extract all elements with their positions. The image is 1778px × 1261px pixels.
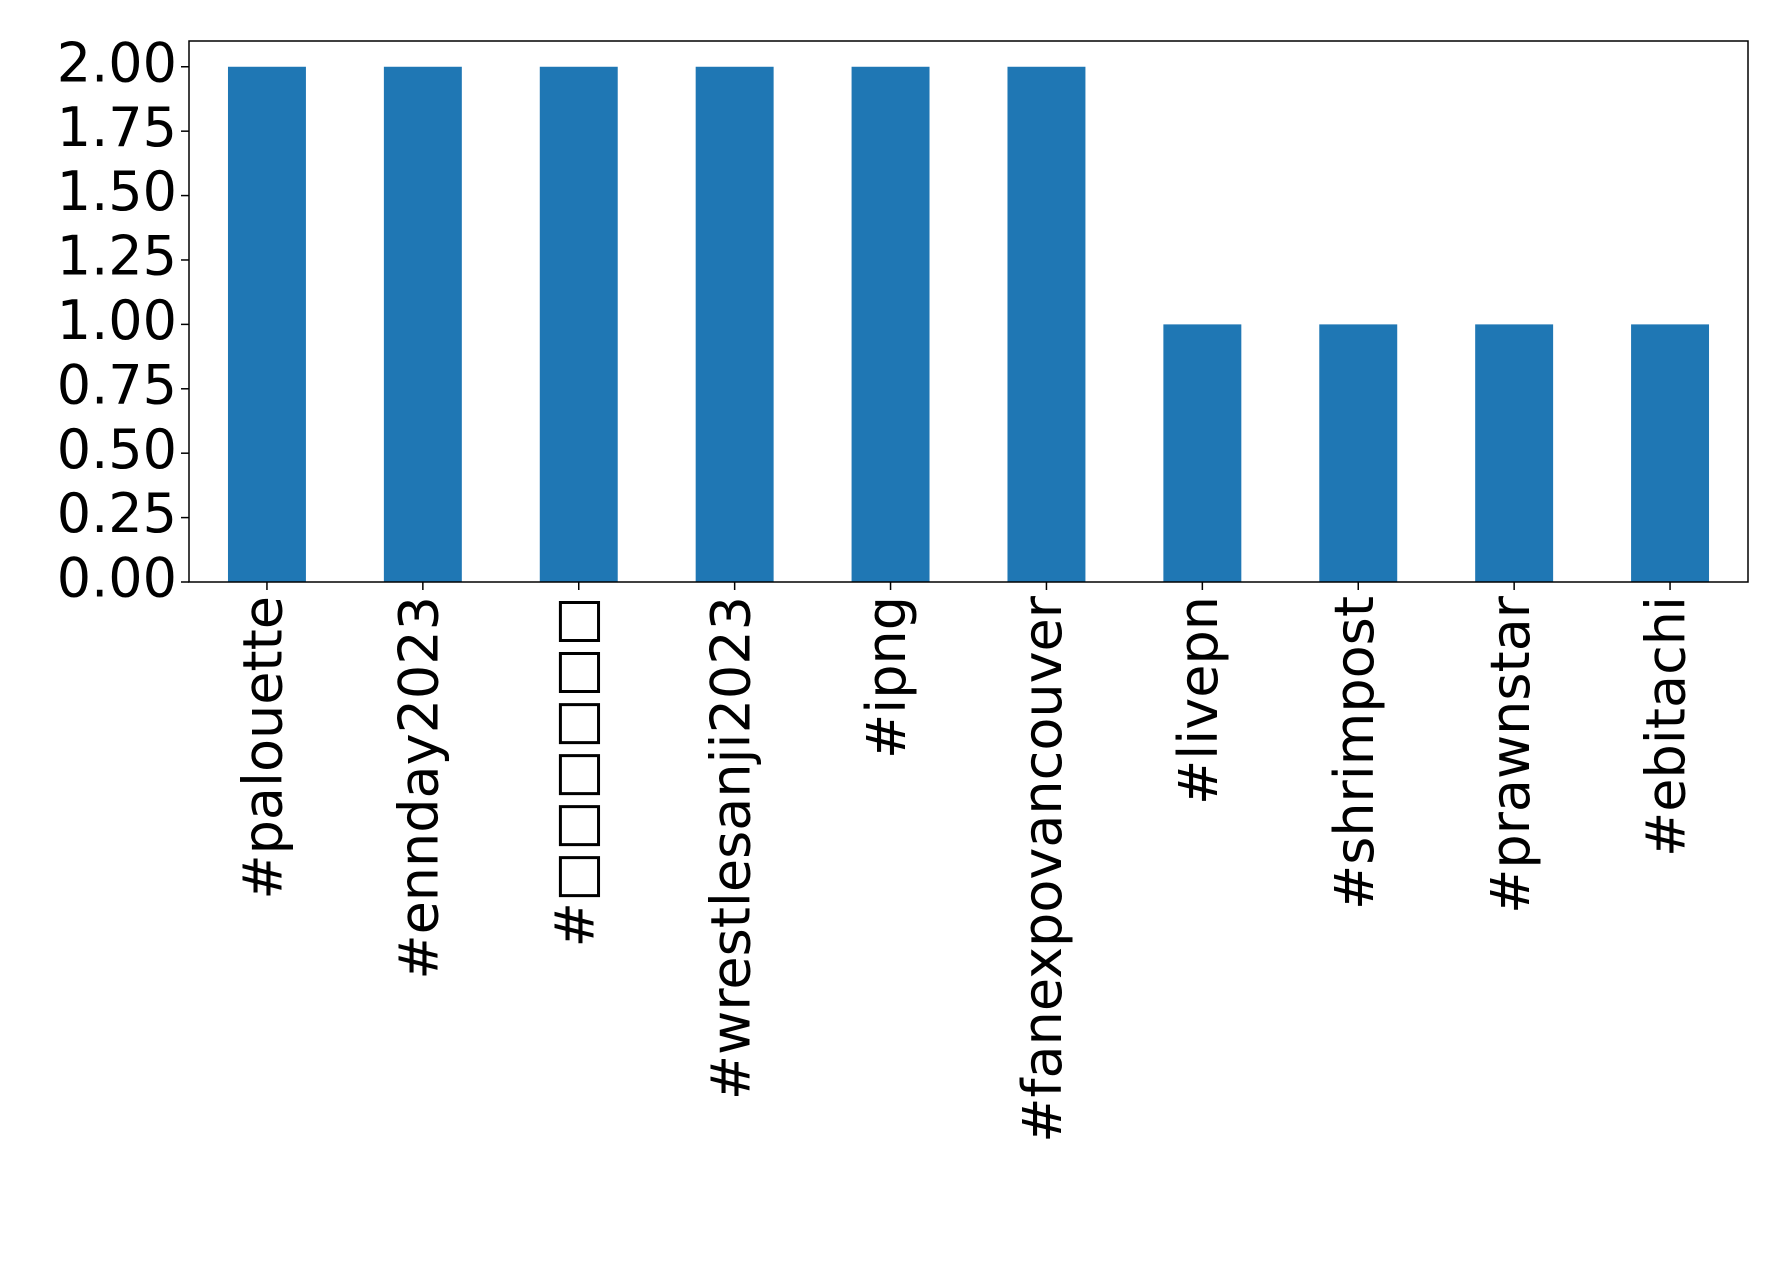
x-tick-label: #wrestlesanji2023 xyxy=(699,596,762,1100)
y-tick-label: 0.25 xyxy=(57,482,177,545)
y-tick-label: 2.00 xyxy=(57,31,177,94)
bar xyxy=(227,66,306,582)
x-tick-label: #ebitachi xyxy=(1635,596,1698,857)
bar xyxy=(1475,324,1554,582)
bar xyxy=(695,66,774,582)
bar xyxy=(1163,324,1242,582)
bar xyxy=(1631,324,1710,582)
x-tick-label: #prawnstar xyxy=(1479,595,1542,914)
bar xyxy=(383,66,462,582)
x-tick-label: #palouette xyxy=(232,596,295,900)
bar xyxy=(1319,324,1398,582)
x-tick-label: #livepn xyxy=(1167,596,1230,805)
bar xyxy=(1007,66,1086,582)
x-tick-label: #fanexpovancouver xyxy=(1011,595,1074,1143)
y-tick-label: 0.00 xyxy=(57,547,177,610)
x-tick-label: #□□□□□□ xyxy=(543,596,606,947)
x-tick-label: #shrimpost xyxy=(1323,596,1386,910)
y-tick-label: 1.25 xyxy=(57,225,177,288)
x-tick-label: #ipng xyxy=(855,596,918,759)
y-tick-label: 1.50 xyxy=(57,160,177,223)
x-tick-label: #ennday2023 xyxy=(387,596,450,980)
y-tick-label: 0.75 xyxy=(57,353,177,416)
bar xyxy=(851,66,930,582)
y-tick-label: 1.75 xyxy=(57,96,177,159)
y-tick-label: 1.00 xyxy=(57,289,177,352)
bar xyxy=(539,66,618,582)
plot-frame xyxy=(188,40,1749,583)
y-tick-label: 0.50 xyxy=(57,418,177,481)
